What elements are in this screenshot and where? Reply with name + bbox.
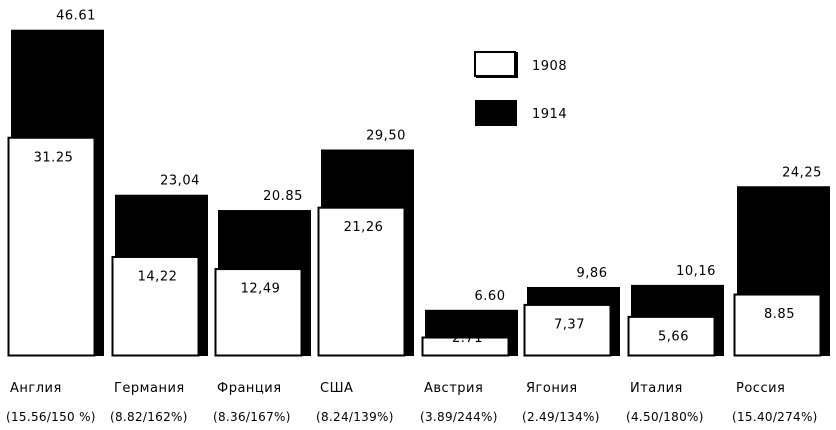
value-label-1914: 29,50	[366, 129, 406, 144]
category-note: (15.56/150 %)	[6, 410, 96, 424]
legend-label-1908: 1908	[532, 59, 567, 74]
bar-1908	[317, 206, 406, 357]
value-label-1908: 12,49	[241, 282, 281, 297]
bar-1908	[627, 315, 716, 357]
bar-1908	[421, 336, 510, 357]
bar-1908	[733, 293, 822, 357]
bar-1908	[7, 136, 96, 357]
legend-swatch-1908	[474, 51, 516, 77]
value-label-1908: 8.85	[764, 307, 795, 322]
category-note: (8.82/162%)	[110, 410, 188, 424]
category-label: Германия	[114, 381, 185, 396]
bar-1908	[523, 303, 612, 357]
value-label-1914: 10,16	[676, 264, 716, 279]
value-label-1914: 24,25	[782, 165, 822, 180]
value-label-1908: 21,26	[344, 220, 384, 235]
bar-1908	[214, 268, 303, 357]
category-label: Ягония	[526, 381, 578, 396]
value-label-1914: 20.85	[263, 189, 303, 204]
category-note: (8.36/167%)	[213, 410, 291, 424]
value-label-1914: 6.60	[475, 289, 506, 304]
value-label-1914: 46.61	[56, 9, 96, 24]
value-label-1908: 31.25	[34, 150, 74, 165]
category-label: Италия	[630, 381, 683, 396]
category-note: (4.50/180%)	[626, 410, 704, 424]
legend-label-1914: 1914	[532, 107, 567, 122]
category-label: Австрия	[424, 381, 483, 396]
category-note: (8.24/139%)	[316, 410, 394, 424]
value-label-1908: 5,66	[658, 329, 689, 344]
category-note: (2.49/134%)	[522, 410, 600, 424]
value-label-1914: 9,86	[577, 266, 608, 281]
category-note: (3.89/244%)	[420, 410, 498, 424]
bar-1908	[111, 255, 200, 357]
category-label: Франция	[217, 381, 282, 396]
category-label: США	[320, 381, 353, 396]
category-label: Россия	[736, 381, 785, 396]
value-label-1914: 23,04	[160, 174, 200, 189]
value-label-1908: 7,37	[554, 317, 585, 332]
category-label: Англия	[10, 381, 62, 396]
legend-swatch-1914	[475, 100, 517, 126]
category-note: (15.40/274%)	[732, 410, 818, 424]
value-label-1908: 2.71	[452, 331, 483, 346]
value-label-1908: 14,22	[138, 269, 178, 284]
